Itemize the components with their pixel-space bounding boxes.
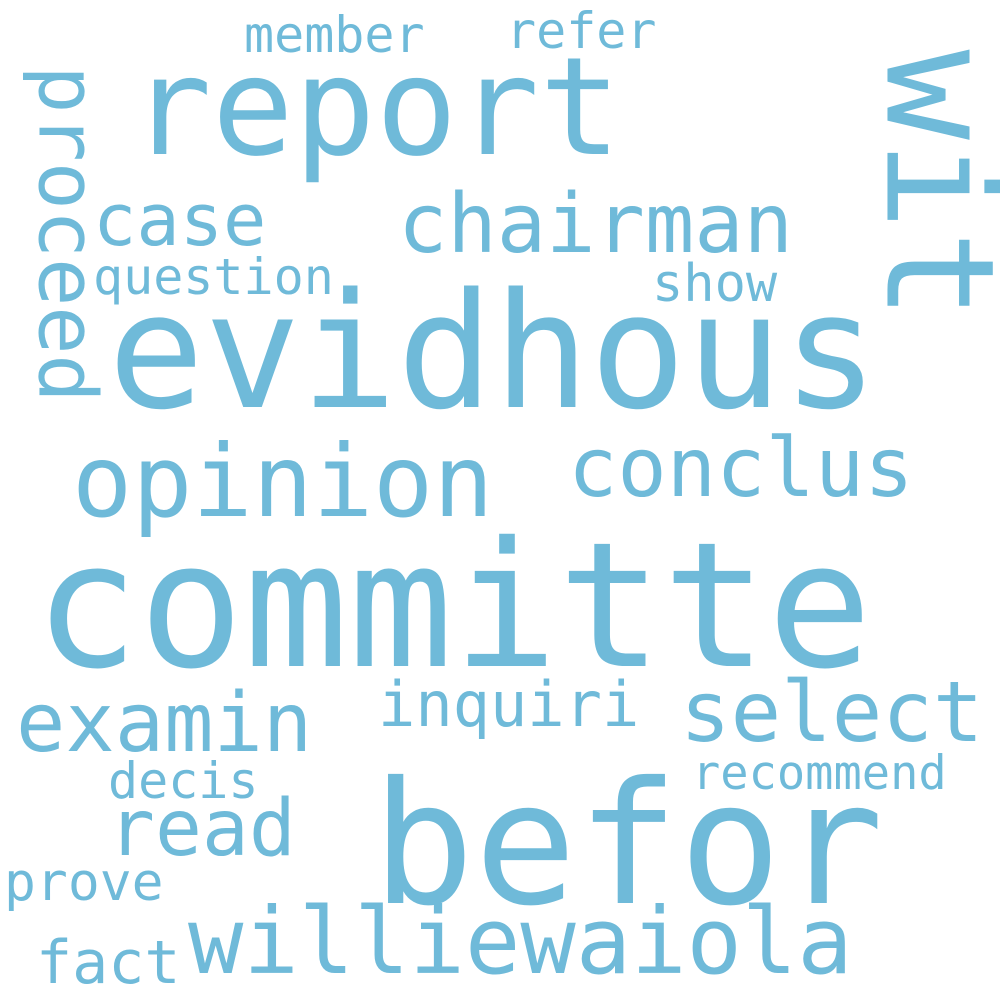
word-chairman: chairman bbox=[398, 177, 793, 272]
word-member: member bbox=[244, 6, 425, 64]
word-report: report bbox=[130, 29, 622, 187]
word-select: select bbox=[680, 663, 984, 761]
word-prove: prove bbox=[4, 852, 164, 913]
word-case: case bbox=[93, 178, 267, 262]
word-inquiri: inquiri bbox=[378, 668, 640, 741]
word-decis: decis bbox=[108, 752, 259, 810]
word-committe: committe bbox=[34, 505, 873, 708]
word-fact: fact bbox=[36, 928, 181, 998]
word-recommend: recommend bbox=[692, 746, 947, 801]
word-show: show bbox=[652, 254, 778, 314]
word-examin: examin bbox=[16, 676, 313, 771]
word-question: question bbox=[93, 248, 334, 306]
word-read: read bbox=[108, 784, 296, 874]
word-opinion: opinion bbox=[72, 423, 494, 540]
word-conclus: conclus bbox=[568, 421, 914, 516]
word-evidhous: evidhous bbox=[108, 258, 879, 445]
word-refer: refer bbox=[506, 2, 657, 60]
word-befor: befor bbox=[372, 746, 884, 944]
word-williewaiola: williewaiola bbox=[188, 888, 853, 995]
word-wit: wit bbox=[851, 49, 1000, 321]
